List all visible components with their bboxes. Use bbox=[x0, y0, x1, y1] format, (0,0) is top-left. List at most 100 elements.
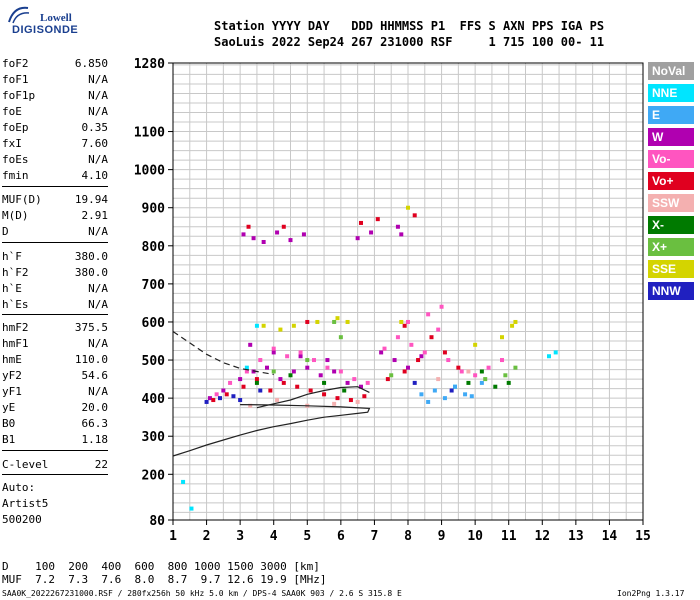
param-label: yE bbox=[2, 401, 16, 414]
echo-point bbox=[312, 358, 316, 363]
param-value: 20.0 bbox=[81, 401, 109, 414]
echo-point bbox=[332, 401, 337, 406]
echo-point bbox=[355, 236, 360, 241]
echo-point bbox=[500, 358, 504, 363]
echo-point bbox=[214, 392, 219, 397]
y-tick-label: 1280 bbox=[134, 57, 165, 72]
x-tick-label: 1 bbox=[169, 529, 177, 544]
echo-point bbox=[342, 388, 347, 393]
param-label: h`Es bbox=[2, 298, 29, 311]
echo-point bbox=[271, 369, 276, 374]
param-row: h`Es N/A bbox=[2, 298, 108, 313]
param-row: foEp 0.35 bbox=[2, 121, 108, 136]
echo-point bbox=[436, 377, 441, 382]
muf-row: MUF 7.2 7.3 7.6 8.0 8.7 9.7 12.6 19.9 [M… bbox=[2, 573, 327, 586]
echo-point bbox=[207, 396, 212, 401]
echo-point bbox=[238, 377, 243, 382]
echo-point bbox=[298, 350, 303, 355]
param-value: 110.0 bbox=[74, 353, 108, 366]
echo-point bbox=[305, 319, 310, 324]
param-row: foF1 N/A bbox=[2, 73, 108, 88]
echo-point bbox=[211, 398, 216, 403]
echo-point bbox=[228, 380, 233, 385]
x-tick-label: 2 bbox=[203, 529, 211, 544]
param-separator bbox=[2, 314, 108, 315]
echo-point bbox=[466, 369, 471, 374]
param-label: h`F2 bbox=[2, 266, 29, 279]
param-row: MUF(D) 19.94 bbox=[2, 193, 108, 208]
echo-point bbox=[473, 342, 478, 347]
param-label: yF2 bbox=[2, 369, 22, 382]
param-row: hmF1 N/A bbox=[2, 337, 108, 352]
echo-point bbox=[338, 335, 343, 340]
param-value: 6.850 bbox=[74, 57, 108, 70]
echo-point bbox=[271, 346, 276, 351]
echo-point bbox=[382, 346, 387, 351]
x-tick-label: 7 bbox=[371, 529, 379, 544]
echo-point bbox=[281, 380, 286, 385]
echo-point bbox=[422, 350, 427, 355]
echo-point bbox=[246, 224, 251, 229]
echo-point bbox=[251, 236, 256, 241]
echo-point bbox=[295, 384, 300, 389]
param-row: fxI 7.60 bbox=[2, 137, 108, 152]
echo-point bbox=[449, 388, 454, 393]
x-tick-label: 5 bbox=[303, 529, 311, 544]
param-value: 54.6 bbox=[81, 369, 109, 382]
param-value: N/A bbox=[88, 298, 108, 311]
echo-point bbox=[322, 392, 327, 397]
echo-point bbox=[244, 369, 249, 374]
echo-point bbox=[547, 354, 551, 359]
param-label: yF1 bbox=[2, 385, 22, 398]
param-row: h`E N/A bbox=[2, 282, 108, 297]
echo-point bbox=[553, 350, 558, 355]
echo-point bbox=[409, 342, 414, 347]
echo-point bbox=[248, 403, 253, 408]
param-row: foF2 6.850 bbox=[2, 57, 108, 72]
echo-point bbox=[332, 319, 337, 324]
param-value: 7.60 bbox=[81, 137, 109, 150]
param-row: C-level 22 bbox=[2, 458, 108, 473]
echo-point bbox=[254, 377, 259, 382]
echo-point bbox=[483, 377, 488, 382]
echo-point bbox=[513, 365, 518, 370]
header-values: SaoLuis 2022 Sep24 267 231000 RSF 1 715 … bbox=[214, 35, 605, 49]
y-tick-label: 500 bbox=[142, 354, 166, 369]
echo-point bbox=[278, 377, 283, 382]
param-row: M(D) 2.91 bbox=[2, 209, 108, 224]
echo-point bbox=[359, 384, 363, 389]
echo-point bbox=[429, 335, 434, 340]
param-label: foF1 bbox=[2, 73, 29, 86]
echo-point bbox=[369, 230, 374, 235]
echo-point bbox=[442, 396, 447, 401]
echo-point bbox=[375, 217, 380, 222]
param-label: D bbox=[2, 225, 9, 238]
param-value: N/A bbox=[88, 89, 108, 102]
echo-point bbox=[365, 380, 370, 385]
legend-item: X- bbox=[648, 216, 694, 234]
echo-point bbox=[288, 373, 293, 378]
echo-point bbox=[419, 354, 424, 359]
echo-point bbox=[355, 399, 360, 404]
param-label: foEs bbox=[2, 153, 29, 166]
echo-point bbox=[332, 369, 337, 374]
param-label: hmE bbox=[2, 353, 22, 366]
echo-point bbox=[352, 377, 357, 382]
echo-point bbox=[406, 319, 410, 324]
echo-point bbox=[285, 354, 290, 359]
echo-point bbox=[275, 230, 280, 235]
upper-trace-curve bbox=[256, 386, 370, 409]
param-value: 4.10 bbox=[81, 169, 109, 182]
header-labels: Station YYYY DAY DDD HHMMSS P1 FFS S AXN… bbox=[214, 19, 605, 33]
echo-point bbox=[379, 350, 384, 355]
param-row: foEs N/A bbox=[2, 153, 108, 168]
echo-point bbox=[459, 369, 464, 374]
dashed-profile-curve bbox=[172, 331, 274, 376]
echo-point bbox=[315, 319, 320, 324]
echo-point bbox=[503, 373, 508, 378]
echo-point bbox=[406, 365, 410, 370]
legend-item: NoVal bbox=[648, 62, 694, 80]
param-separator bbox=[2, 450, 108, 451]
echo-point bbox=[308, 388, 313, 393]
y-tick-label: 300 bbox=[142, 430, 166, 445]
